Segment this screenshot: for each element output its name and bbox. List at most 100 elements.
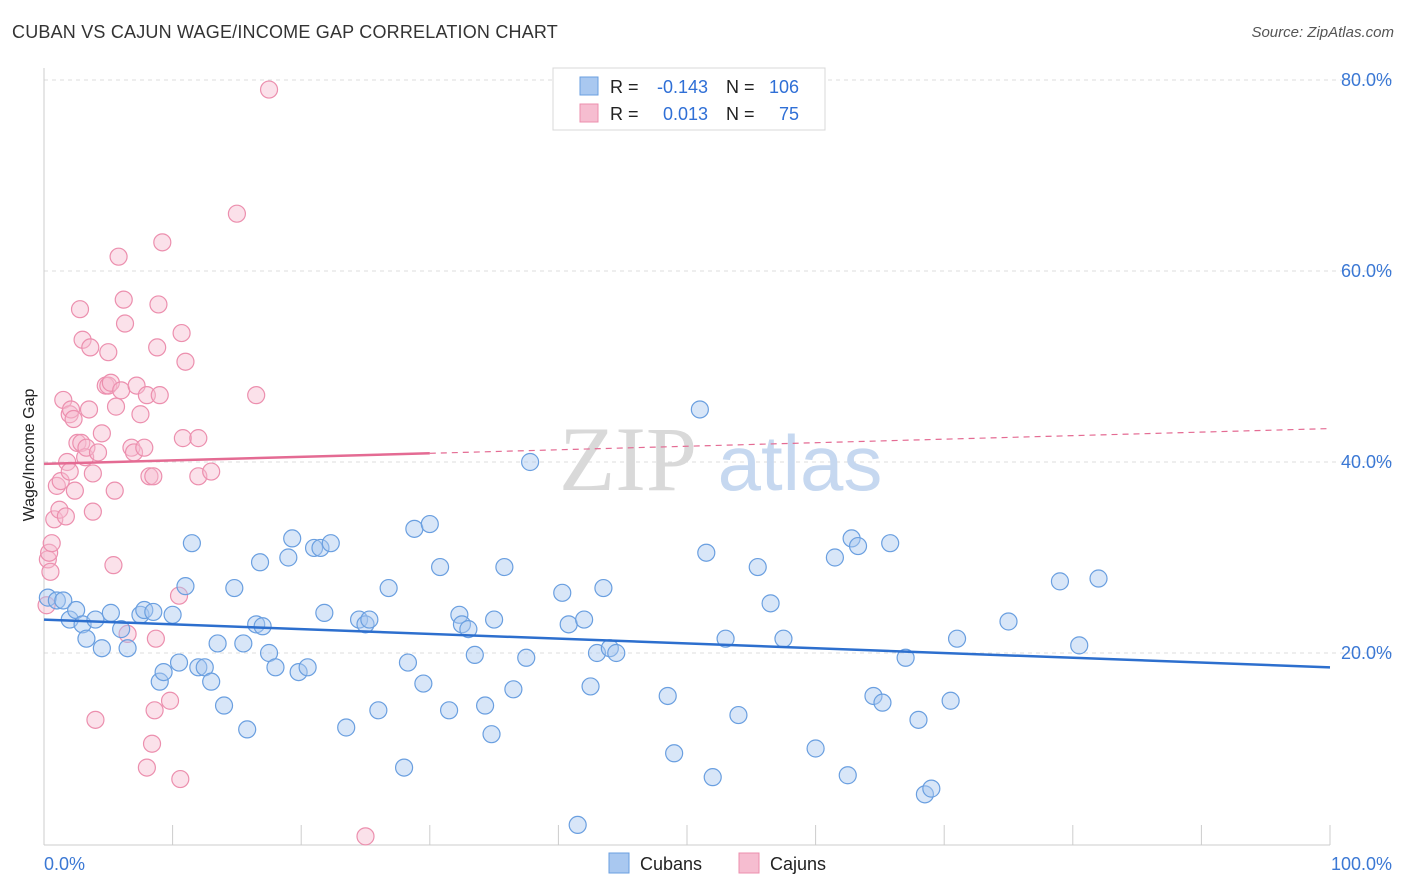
point-cubans [92, 639, 111, 658]
point-cubans [774, 629, 793, 648]
stats-r-value-cubans: -0.143 [657, 77, 708, 97]
point-cajuns [104, 556, 123, 575]
point-cubans [459, 620, 478, 639]
point-cajuns [50, 500, 69, 519]
point-cubans [748, 557, 767, 577]
point-cajuns [173, 429, 192, 448]
point-cubans [716, 629, 735, 648]
watermark: ZIP atlas [559, 408, 882, 510]
point-cubans [504, 680, 523, 699]
y-tick-label: 40.0% [1341, 452, 1392, 472]
point-cajuns [56, 507, 75, 526]
point-cubans [54, 591, 73, 610]
point-cajuns [149, 295, 168, 314]
point-cubans [439, 701, 459, 720]
point-cubans [729, 705, 748, 725]
point-cajuns [83, 502, 102, 521]
point-cajuns [131, 405, 150, 424]
point-cubans [838, 766, 857, 785]
legend-label-cubans: Cubans [640, 854, 702, 874]
point-cajuns [135, 438, 154, 457]
point-cajuns [122, 438, 141, 457]
point-cajuns [171, 769, 190, 789]
legend-swatch-cubans [608, 852, 630, 874]
point-cubans [394, 758, 414, 777]
point-cubans [482, 725, 501, 744]
point-cubans [658, 686, 677, 706]
stats-n-value-cajuns: 75 [779, 104, 799, 124]
point-cubans [238, 720, 257, 739]
point-cubans [283, 529, 302, 548]
point-cajuns [105, 481, 124, 500]
point-cubans [405, 519, 424, 538]
point-cubans [311, 538, 330, 558]
point-cubans [947, 629, 967, 648]
point-cubans [1070, 636, 1089, 655]
point-cubans [234, 634, 253, 653]
trend-line-cajuns [43, 452, 430, 466]
x-tick-label-min: 0.0% [44, 854, 85, 874]
point-cubans [176, 577, 195, 596]
point-cajuns [79, 400, 99, 419]
point-cubans [266, 658, 285, 677]
point-cajuns [41, 562, 60, 581]
axes: 20.0% 40.0% 60.0% 80.0% [43, 68, 1392, 846]
point-cajuns [64, 409, 83, 429]
point-cajuns [202, 462, 221, 481]
point-cubans [77, 629, 96, 648]
watermark-atlas: atlas [718, 419, 883, 507]
trend-line-cubans [43, 618, 1331, 669]
point-cajuns [247, 386, 266, 405]
point-cubans [485, 610, 504, 629]
point-cubans [214, 696, 234, 715]
legend-label-cajuns: Cajuns [770, 854, 826, 874]
point-cubans [517, 648, 536, 667]
point-cajuns [144, 467, 163, 486]
point-cubans [298, 658, 317, 677]
stats-n-value-cubans: 106 [769, 77, 799, 97]
point-cubans [154, 662, 173, 682]
y-axis-label: Wage/Income Gap [21, 389, 38, 522]
point-cubans [430, 557, 450, 577]
point-cubans [337, 718, 356, 737]
data-points [37, 80, 1108, 846]
point-cubans [182, 534, 201, 553]
point-cajuns [356, 827, 375, 846]
point-cubans [398, 653, 418, 672]
point-cubans [999, 612, 1018, 631]
point-cajuns [148, 338, 167, 357]
point-cajuns [73, 330, 92, 349]
point-cajuns [65, 481, 84, 500]
point-cajuns [68, 433, 87, 452]
stats-n-label-cajuns: N = [726, 104, 755, 124]
point-cubans [475, 696, 495, 715]
point-cubans [842, 529, 861, 548]
point-cajuns [106, 397, 126, 416]
point-cubans [553, 583, 572, 602]
point-cubans [559, 615, 578, 634]
point-cajuns [45, 510, 64, 529]
point-cubans [202, 672, 221, 691]
point-cubans [864, 686, 883, 706]
point-cubans [360, 610, 379, 629]
point-cajuns [77, 438, 96, 457]
stats-swatch-cubans [579, 76, 599, 96]
point-cubans [806, 739, 825, 758]
point-cubans [568, 815, 587, 835]
point-cajuns [109, 247, 128, 266]
point-cubans [304, 538, 324, 558]
point-cajuns [137, 386, 156, 405]
y-tick-label: 60.0% [1341, 261, 1392, 281]
stats-r-label-cubans: R = [610, 77, 639, 97]
series-legend: Cubans Cajuns [608, 852, 826, 874]
point-cajuns [92, 424, 111, 443]
point-cajuns [60, 462, 79, 481]
point-cubans [825, 548, 844, 567]
point-cubans [289, 662, 308, 682]
point-cajuns [145, 701, 164, 720]
point-cajuns [150, 386, 169, 405]
point-cajuns [153, 233, 172, 252]
stats-r-value-cajuns: 0.013 [663, 104, 708, 124]
point-cubans [225, 578, 244, 598]
point-cajuns [140, 467, 159, 486]
